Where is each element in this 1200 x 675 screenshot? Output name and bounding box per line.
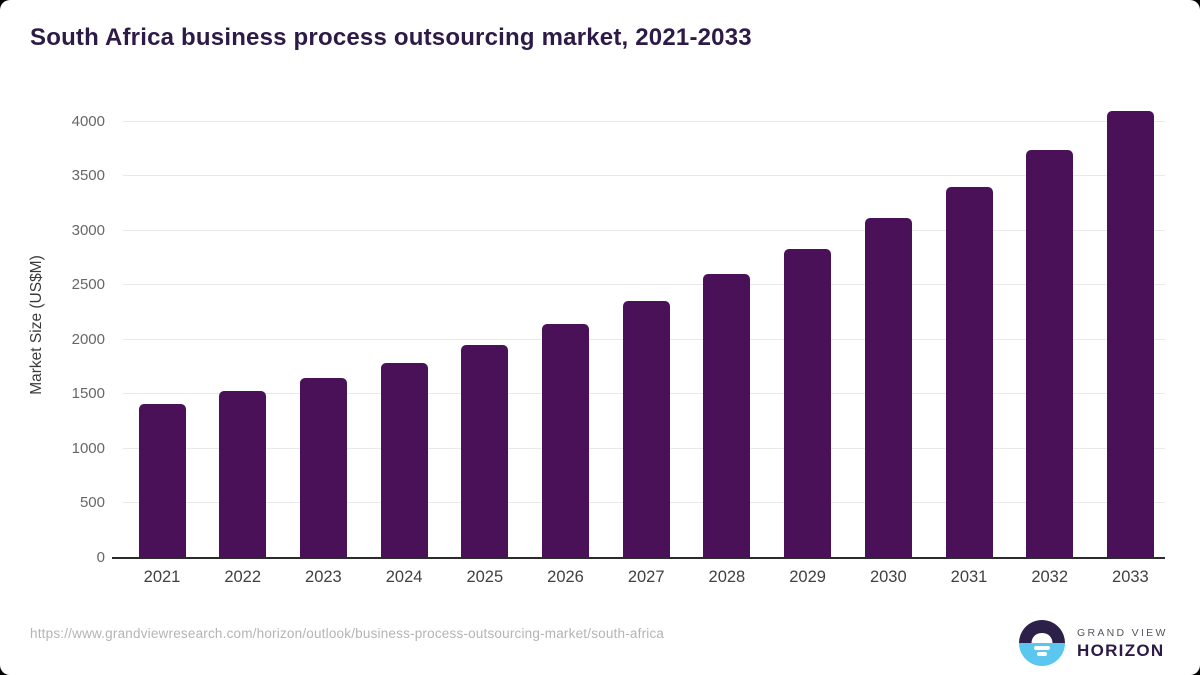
grand-view-horizon-logo: GRAND VIEW HORIZON: [1019, 619, 1179, 667]
bar-2024: [380, 363, 428, 558]
horizon-sun-icon: [1019, 620, 1065, 666]
y-tick-label-1500: 1500: [71, 385, 105, 403]
y-tick-label-1000: 1000: [71, 439, 105, 457]
y-tick-label-2500: 2500: [71, 276, 105, 294]
x-tick-label-2021: 2021: [143, 568, 181, 586]
x-tick-label-2033: 2033: [1112, 568, 1149, 586]
x-tick-label-2023: 2023: [305, 568, 342, 586]
bar-2030: [864, 218, 912, 558]
y-tick-label-4000: 4000: [71, 112, 105, 130]
y-tick-label-3500: 3500: [71, 167, 105, 185]
bar-2033: [1106, 111, 1154, 558]
bar-2029: [784, 248, 832, 558]
x-tick-label-2025: 2025: [466, 568, 504, 586]
plot-area: [112, 100, 1165, 559]
chart-title: South Africa business process outsourcin…: [30, 24, 752, 51]
bar-2028: [703, 274, 751, 558]
x-tick-label-2031: 2031: [950, 568, 988, 586]
bar-2025: [461, 344, 509, 558]
x-tick-label-2029: 2029: [789, 568, 826, 586]
gridline-3500: [123, 175, 1165, 177]
y-axis-ticks: 0 500 1000 1500 2000 2500 3000 3500 4000: [0, 100, 105, 566]
logo-product-name: HORIZON: [1077, 641, 1165, 660]
x-tick-label-2028: 2028: [708, 568, 746, 586]
gridline-2500: [123, 284, 1165, 286]
gridline-3000: [123, 229, 1165, 231]
bar-2023: [299, 378, 347, 558]
logo-brand-name: GRAND VIEW: [1077, 627, 1168, 639]
bar-2027: [622, 300, 670, 558]
bar-2032: [1026, 150, 1074, 558]
x-tick-label-2022: 2022: [224, 568, 262, 586]
x-axis-line: [112, 557, 1165, 559]
bar-2026: [542, 324, 589, 558]
bar-2022: [219, 391, 267, 558]
bar-2031: [945, 186, 993, 558]
y-tick-label-3000: 3000: [71, 221, 105, 239]
x-tick-label-2027: 2027: [627, 568, 665, 586]
source-url: https://www.grandviewresearch.com/horizo…: [30, 626, 665, 641]
x-tick-label-2032: 2032: [1031, 568, 1069, 586]
x-tick-label-2026: 2026: [547, 568, 584, 586]
x-tick-label-2024: 2024: [385, 568, 423, 586]
x-axis-labels: 2021 2022 2023 2024 2025 2026 2027 2028 2029 2030…: [115, 568, 1165, 592]
y-tick-label-0: 0: [96, 549, 105, 566]
bar-2021: [138, 403, 186, 558]
logo-text: GRAND VIEW HORIZON: [1077, 627, 1168, 661]
gridline-4000: [123, 120, 1165, 122]
x-tick-label-2030: 2030: [869, 568, 907, 586]
y-tick-label-2000: 2000: [71, 330, 105, 348]
y-tick-label-500: 500: [79, 494, 105, 512]
